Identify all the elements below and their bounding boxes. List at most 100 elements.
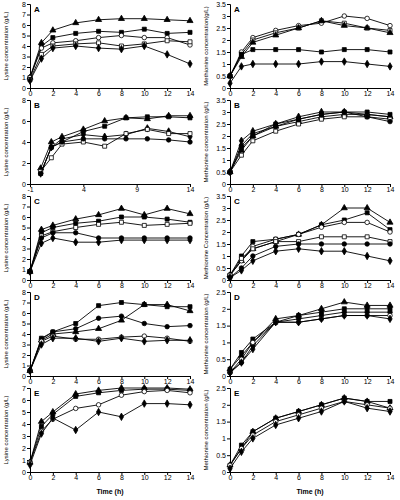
series-line — [230, 237, 390, 275]
tick-mark — [27, 424, 30, 425]
marker — [73, 326, 78, 331]
tick: 1.5 — [216, 241, 230, 248]
marker — [273, 124, 278, 129]
marker — [96, 316, 101, 321]
tick: 6 — [297, 88, 301, 97]
marker — [388, 23, 393, 28]
y-axis-title: Methionine concentration (g/L) — [203, 293, 209, 374]
marker — [102, 137, 107, 142]
marker — [118, 205, 124, 210]
series-line — [230, 249, 390, 278]
marker — [188, 40, 192, 44]
tick-label: 2 — [251, 90, 255, 97]
tick: 14 — [187, 376, 195, 385]
tick-mark — [27, 4, 30, 5]
tick: 2.5 — [216, 289, 230, 296]
tick-mark — [227, 100, 230, 101]
y-axis: 00.511.522.5 — [216, 289, 230, 380]
marker — [319, 225, 324, 230]
tick: 2 — [251, 280, 255, 289]
tick: 12 — [164, 88, 172, 97]
tick-label: 4 — [22, 421, 26, 428]
tick-label: 8 — [120, 90, 124, 97]
tick: 3 — [22, 53, 30, 60]
tick: 14 — [187, 472, 195, 481]
tick-label: 12 — [164, 474, 172, 481]
tick: 12 — [364, 280, 372, 289]
marker — [296, 24, 302, 29]
tick: 4 — [74, 280, 78, 289]
tick-label: 7 — [22, 385, 26, 392]
tick: 2 — [51, 472, 55, 481]
tick: 2 — [22, 160, 30, 167]
tick: 3 — [22, 433, 30, 440]
tick-label: 8 — [22, 1, 26, 8]
panel: 0246810121400.511.522.533.5AMethionine c… — [203, 1, 394, 97]
tick-mark — [227, 292, 230, 293]
tick-label: 8 — [120, 282, 124, 289]
tick: 8 — [320, 376, 324, 385]
marker — [119, 388, 123, 392]
marker — [319, 235, 323, 239]
tick-mark — [27, 88, 30, 89]
marker — [60, 140, 64, 144]
tick-label: 6 — [297, 378, 301, 385]
plot-area — [227, 14, 393, 87]
marker — [142, 236, 146, 243]
marker — [123, 114, 129, 119]
marker — [188, 132, 192, 136]
marker — [165, 324, 170, 329]
marker — [142, 27, 146, 31]
marker — [251, 340, 256, 345]
panel-label: B — [234, 101, 240, 110]
tick-mark — [27, 196, 30, 197]
tick-label: 6 — [22, 310, 26, 317]
tick-mark — [227, 405, 230, 406]
marker — [251, 240, 255, 244]
marker — [228, 170, 232, 174]
tick: 4 — [22, 139, 30, 146]
marker — [103, 124, 107, 128]
tick: 12 — [164, 376, 172, 385]
marker — [239, 153, 243, 157]
tick: 12 — [364, 472, 372, 481]
tick: 6 — [97, 280, 101, 289]
marker — [342, 398, 346, 405]
marker — [365, 111, 369, 118]
marker — [318, 17, 324, 22]
tick-mark — [227, 220, 230, 221]
tick-mark — [27, 217, 30, 218]
tick: 12 — [164, 280, 172, 289]
tick-mark — [27, 436, 30, 437]
marker — [165, 222, 169, 226]
tick-label: 2 — [251, 282, 255, 289]
tick-label: 2.5 — [216, 121, 226, 128]
marker — [342, 247, 346, 254]
plot-area — [227, 395, 393, 473]
marker — [141, 301, 147, 306]
tick: 4 — [274, 472, 278, 481]
tick-label: 0 — [22, 469, 26, 476]
tick-label: 1.5 — [216, 241, 226, 248]
series-line — [30, 303, 190, 371]
marker — [39, 424, 43, 428]
tick: 0 — [229, 376, 233, 385]
tick: 14 — [387, 280, 395, 289]
tick-label: 9 — [135, 186, 139, 193]
tick-mark — [27, 25, 30, 26]
tick-label: 0 — [29, 90, 33, 97]
tick-label: 4 — [74, 474, 78, 481]
marker — [167, 128, 171, 135]
marker — [239, 52, 243, 56]
tick: 6 — [97, 88, 101, 97]
tick-label: 0 — [222, 277, 226, 284]
panel: 02468101214012345678DLysine concentratio… — [3, 289, 194, 385]
tick-label: 2 — [222, 229, 226, 236]
tick-label: 6 — [97, 90, 101, 97]
marker — [239, 359, 243, 366]
tick-label: 3.5 — [216, 1, 226, 8]
marker — [388, 50, 392, 54]
marker — [239, 350, 243, 354]
tick-mark — [27, 67, 30, 68]
tick-label: 2 — [222, 37, 226, 44]
